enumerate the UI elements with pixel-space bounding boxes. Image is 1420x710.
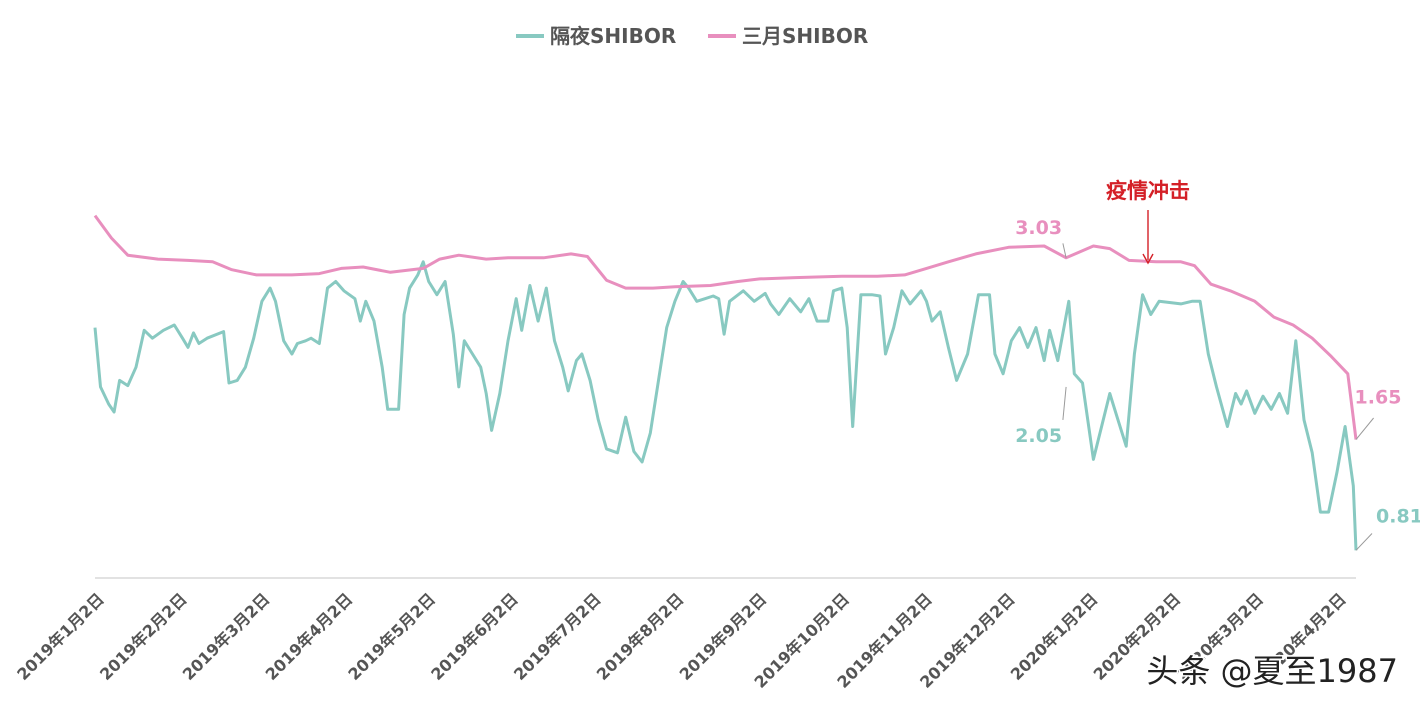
data-label: 3.03	[1015, 217, 1062, 239]
x-tick-label: 2019年7月2日	[510, 589, 605, 684]
watermark: 头条 @夏至1987	[1146, 652, 1398, 690]
data-label-leader	[1062, 243, 1067, 258]
plot-area: 2.05 0.81 3.03 1.65	[93, 214, 1420, 551]
legend-label-overnight: 隔夜SHIBOR	[550, 24, 676, 48]
data-label-leader	[1062, 386, 1067, 420]
x-tick-label: 2019年1月2日	[13, 589, 108, 684]
x-tick-label: 2020年1月2日	[1007, 589, 1102, 684]
x-tick-label: 2019年8月2日	[593, 589, 688, 684]
data-label: 1.65	[1355, 387, 1402, 409]
x-tick-label: 2019年3月2日	[179, 589, 274, 684]
data-label-leader	[1355, 417, 1374, 440]
x-tick-label: 2019年5月2日	[344, 589, 439, 684]
x-tick-label: 2019年9月2日	[676, 589, 771, 684]
data-label: 2.05	[1015, 425, 1062, 447]
series-line-overnight	[93, 260, 1358, 551]
x-tick-label: 2019年4月2日	[262, 589, 357, 684]
series-line-three-month	[93, 214, 1358, 440]
legend: 隔夜SHIBOR 三月SHIBOR	[516, 24, 868, 48]
x-tick-label: 2019年2月2日	[96, 589, 191, 684]
legend-label-three-month: 三月SHIBOR	[742, 24, 868, 48]
data-label-leader	[1355, 533, 1373, 551]
x-tick-label: 2019年6月2日	[427, 589, 522, 684]
annotation-arrow-head	[1142, 253, 1154, 265]
annotation-group: 疫情冲击	[1106, 178, 1190, 265]
annotation-label: 疫情冲击	[1106, 178, 1190, 203]
data-label: 0.81	[1376, 505, 1420, 527]
